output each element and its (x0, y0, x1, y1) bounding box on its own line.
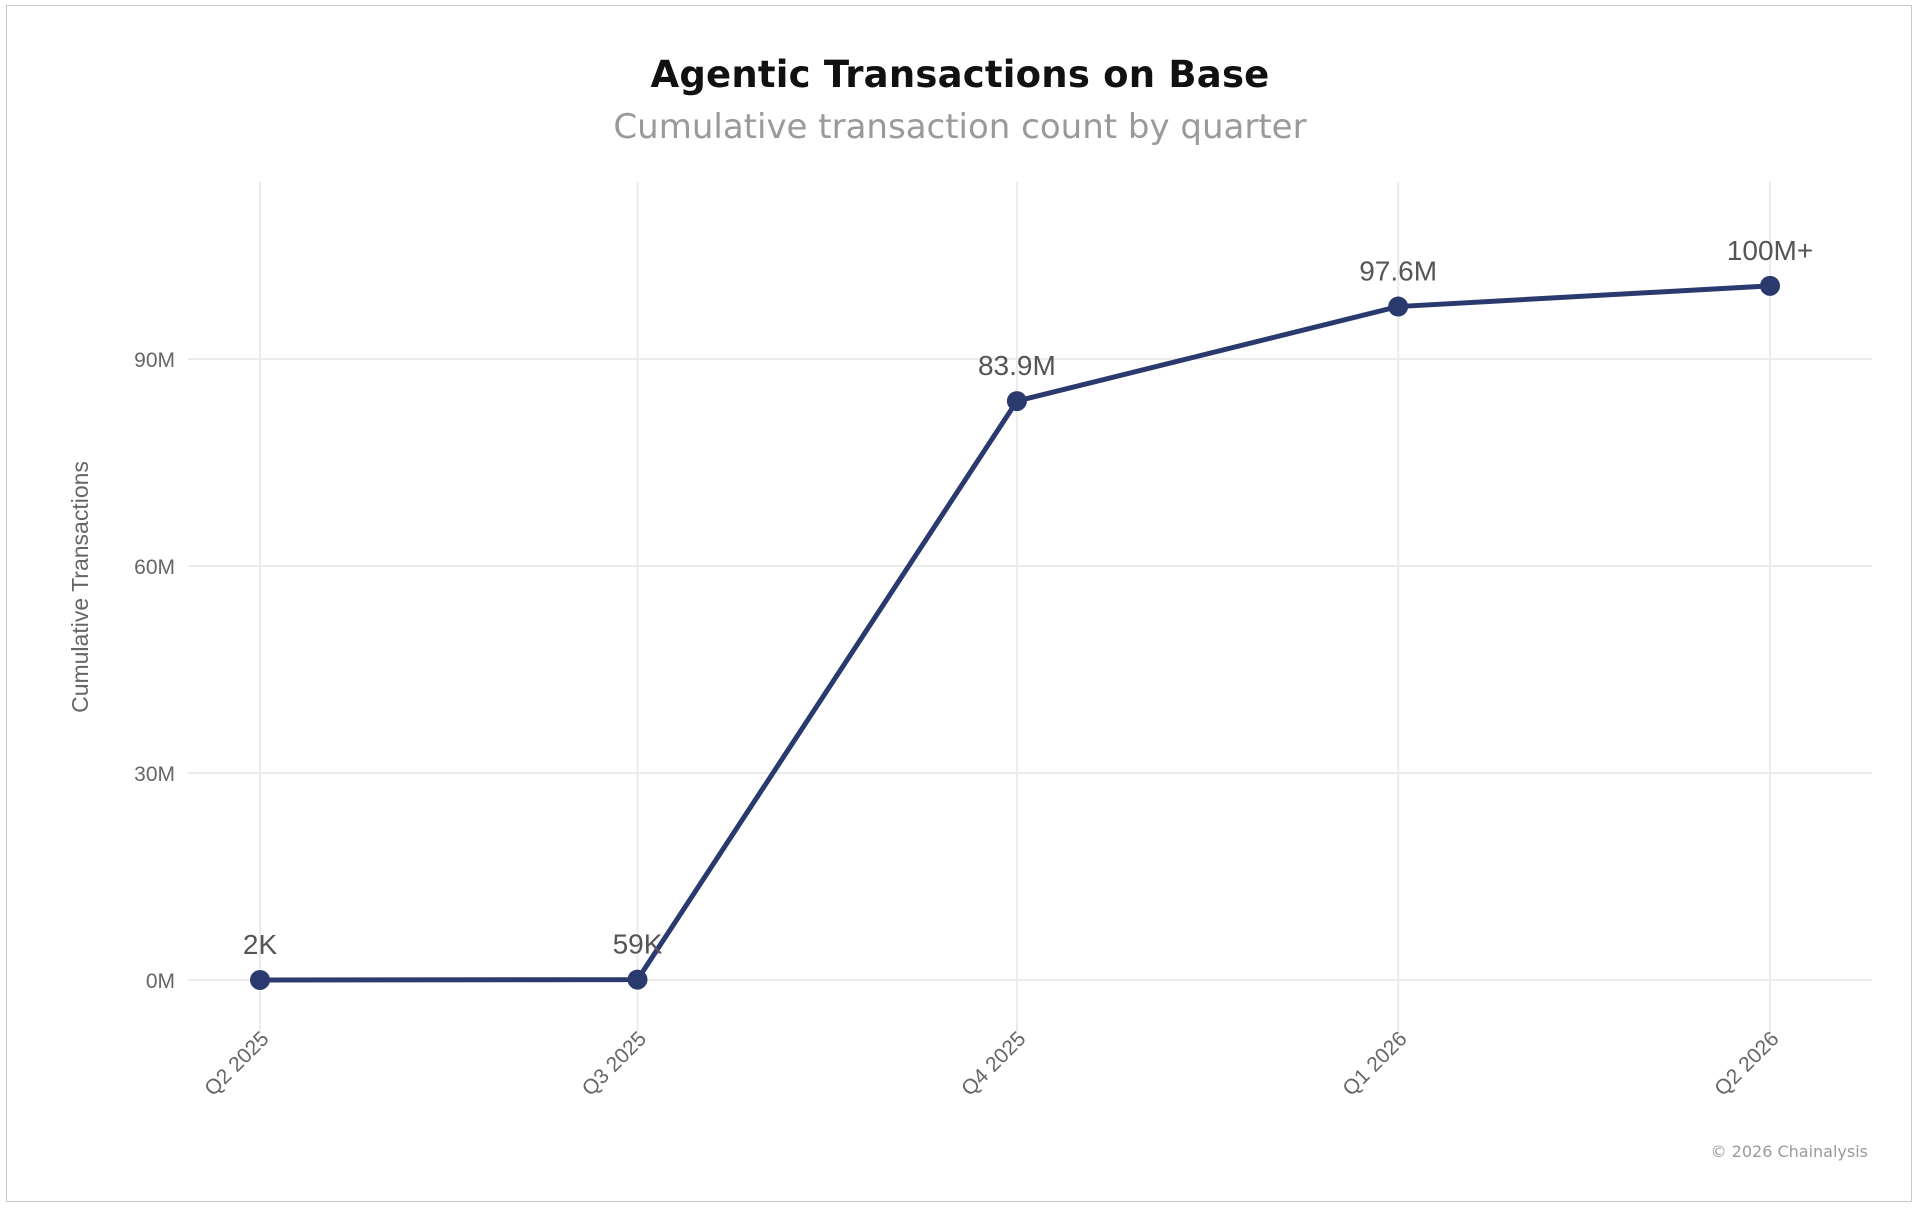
x-tick-label: Q2 2025 (200, 1027, 273, 1100)
copyright-notice: © 2026 Chainalysis (1710, 1142, 1868, 1161)
data-labels: 2K 59K 83.9M 97.6M 100M+ (243, 235, 1813, 960)
y-tick-label: 0M (146, 970, 175, 993)
chart-title: Agentic Transactions on Base (650, 53, 1270, 96)
horizontal-gridlines (188, 358, 1872, 981)
data-point (1006, 391, 1027, 412)
data-points (250, 275, 1780, 990)
vertical-gridlines (259, 182, 1771, 1034)
data-point (250, 969, 270, 990)
x-tick-label: Q2 2026 (1710, 1027, 1783, 1100)
data-label: 100M+ (1727, 235, 1813, 266)
x-axis-ticks: Q2 2025 Q3 2025 Q4 2025 Q1 2026 Q2 2026 (200, 1027, 1783, 1100)
chart-subtitle: Cumulative transaction count by quarter (613, 107, 1307, 147)
data-label: 83.9M (978, 350, 1056, 381)
series-group (257, 283, 1773, 983)
y-tick-label: 60M (134, 556, 175, 579)
data-label: 97.6M (1359, 256, 1437, 287)
data-point (1760, 275, 1780, 296)
x-tick-label: Q4 2025 (957, 1027, 1030, 1100)
data-point (1388, 296, 1409, 317)
data-label: 59K (613, 929, 663, 960)
y-tick-label: 90M (134, 349, 175, 372)
series-line (257, 283, 1773, 983)
y-axis-ticks: 0M 30M 60M 90M (134, 349, 175, 993)
y-axis-title: Cumulative Transactions (67, 461, 93, 713)
x-tick-label: Q1 2026 (1338, 1027, 1411, 1100)
chart-frame (6, 5, 1912, 1202)
y-tick-label: 30M (134, 763, 175, 786)
data-label: 2K (243, 929, 278, 960)
data-point (627, 969, 648, 990)
x-tick-label: Q3 2025 (578, 1027, 651, 1100)
